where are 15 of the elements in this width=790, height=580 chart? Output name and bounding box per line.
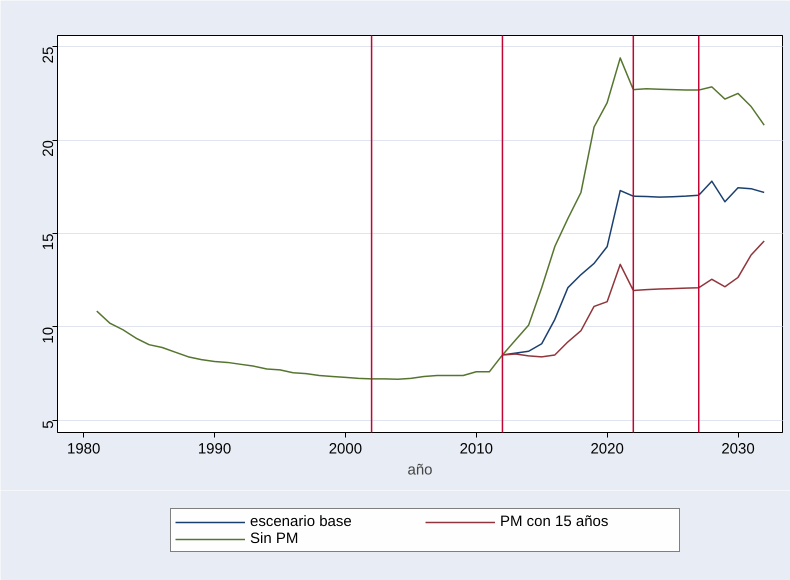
x-axis-title: año (407, 462, 433, 478)
y-tick-label: 25 (40, 46, 57, 64)
x-tick-label: 2020 (590, 440, 624, 458)
y-tick-label: 10 (40, 326, 57, 344)
x-tick-label: 1990 (198, 440, 232, 458)
legend-label: Sin PM (250, 530, 300, 547)
y-tick-label: 20 (40, 140, 57, 157)
x-tick-label: 2010 (460, 440, 493, 458)
y-tick-label: 15 (40, 234, 57, 250)
x-tick-label: 2030 (721, 440, 755, 458)
x-tick-label: 1980 (66, 440, 100, 458)
legend-label: escenario base (250, 513, 353, 530)
legend-label: PM con 15 años (500, 513, 610, 530)
y-tick-label: 5 (40, 420, 57, 429)
x-tick-label: 2000 (328, 440, 362, 458)
